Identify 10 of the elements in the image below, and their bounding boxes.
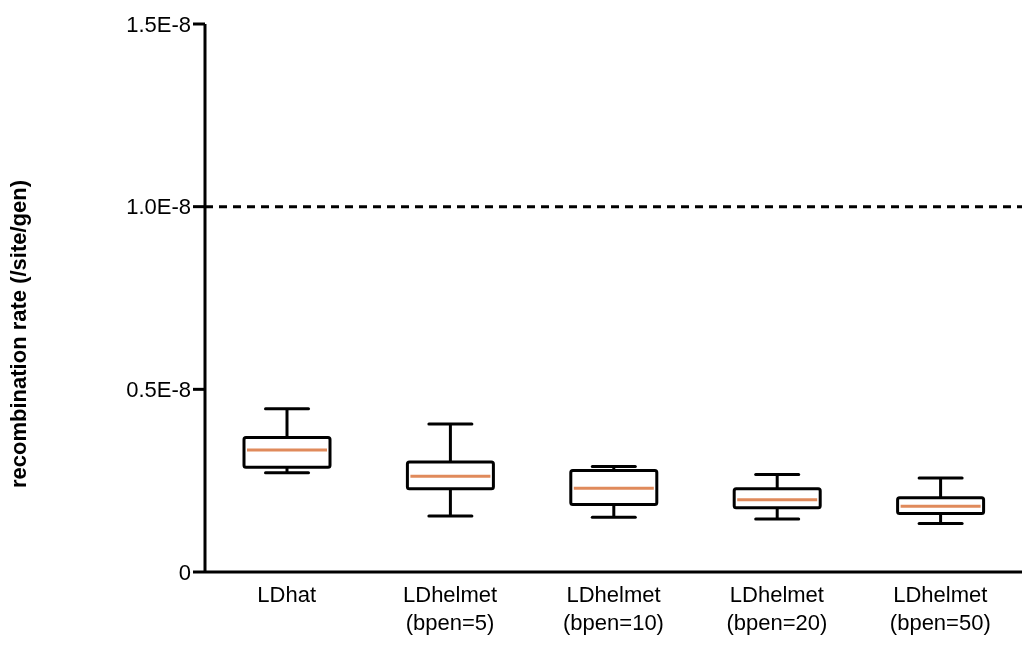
y-axis-title: recombination rate (/site/gen) bbox=[5, 179, 31, 488]
y-tick-label: 1.5E-8 bbox=[126, 11, 191, 37]
y-tick-label: 0.5E-8 bbox=[126, 377, 191, 403]
x-tick-label: LDhelmet (bpen=10) bbox=[563, 582, 664, 635]
x-tick-label: LDhelmet (bpen=20) bbox=[726, 582, 828, 635]
y-tick-label: 0 bbox=[178, 559, 191, 585]
x-tick-label: LDhelmet (bpen=5) bbox=[403, 582, 498, 635]
x-tick-label: LDhat bbox=[257, 582, 317, 607]
x-tick-label: LDhelmet (bpen=50) bbox=[889, 582, 991, 635]
y-tick-label: 1.0E-8 bbox=[126, 194, 191, 220]
